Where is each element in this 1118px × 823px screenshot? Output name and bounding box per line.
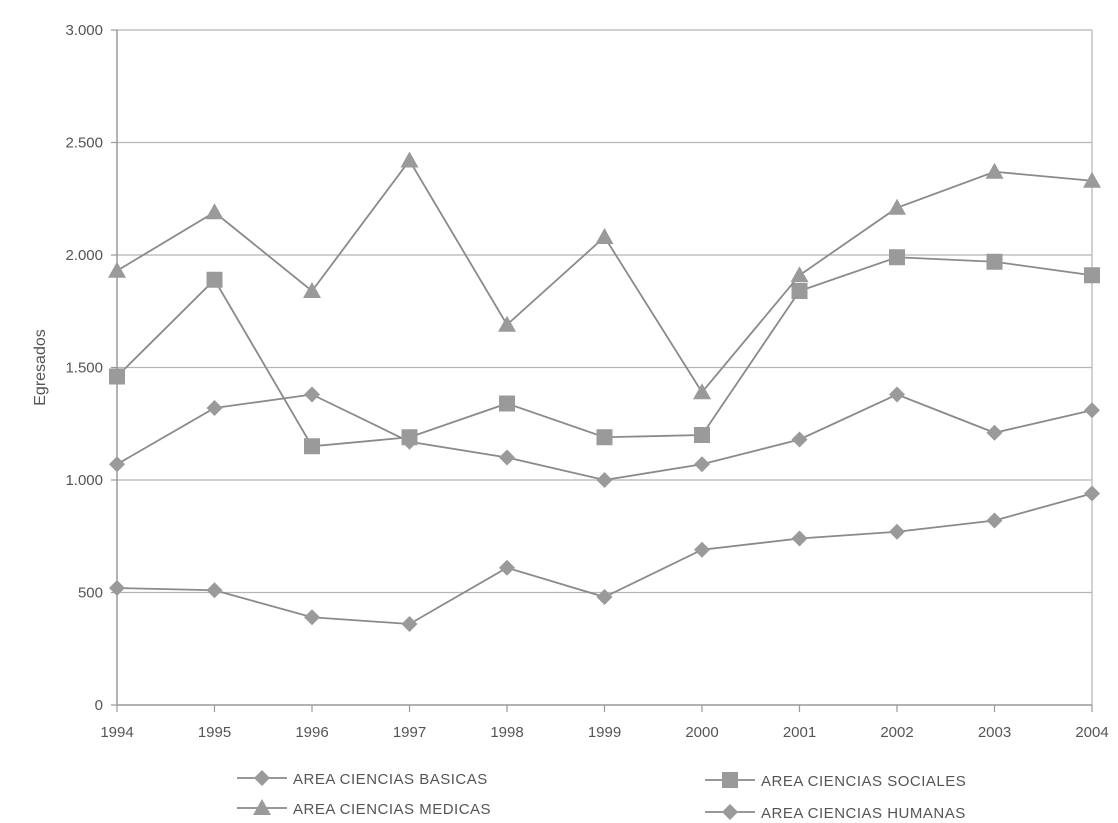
data-point (206, 271, 223, 288)
legend: AREA CIENCIAS BASICAS AREA CIENCIAS SOCIA… (237, 770, 966, 822)
y-tick-label: 2.500 (65, 135, 103, 152)
legend-label: AREA CIENCIAS MEDICAS (293, 801, 491, 818)
legend-label: AREA CIENCIAS HUMANAS (761, 805, 966, 822)
data-point (1084, 485, 1100, 502)
grid-lines (117, 29, 1093, 705)
y-tick-label: 3.000 (65, 22, 103, 39)
data-point (596, 429, 613, 446)
data-point (595, 228, 614, 244)
series-1 (109, 386, 1100, 488)
legend-item: AREA CIENCIAS HUMANAS (705, 804, 966, 822)
data-point (1084, 267, 1100, 284)
legend-marker (722, 772, 738, 788)
data-point (694, 456, 710, 473)
data-point (206, 582, 223, 599)
legend-marker (253, 799, 271, 815)
data-point (108, 261, 126, 278)
data-point (693, 383, 711, 400)
x-tick-label: 2000 (685, 724, 718, 741)
legend-marker (254, 770, 270, 786)
data-point (401, 429, 418, 446)
data-point (986, 424, 1003, 441)
axes: 0 500 1.000 1.500 2.000 2.500 3.000 1994 1995 199… (32, 22, 1109, 741)
data-point (985, 162, 1004, 179)
y-axis-title: Egresados (32, 329, 49, 406)
data-point (206, 400, 223, 416)
data-point (694, 541, 710, 558)
x-tick-label: 2002 (880, 724, 913, 741)
series-2 (109, 249, 1100, 455)
data-point (400, 151, 419, 168)
x-tick-label: 2003 (978, 724, 1011, 741)
data-point (498, 315, 516, 332)
data-point (401, 616, 418, 632)
data-point (694, 427, 710, 443)
data-point (986, 253, 1003, 270)
legend-item: AREA CIENCIAS MEDICAS (237, 799, 491, 818)
data-point (303, 282, 321, 298)
data-point (791, 530, 808, 547)
data-point (109, 580, 125, 596)
legend-label: AREA CIENCIAS BASICAS (293, 771, 488, 788)
y-tick-label: 1.500 (65, 360, 103, 377)
data-point (304, 386, 320, 403)
data-point (889, 249, 905, 266)
series-4 (109, 485, 1100, 632)
data-point (791, 431, 808, 448)
data-point (109, 456, 125, 473)
legend-label: AREA CIENCIAS SOCIALES (761, 773, 966, 790)
data-point (499, 395, 515, 412)
data-point (109, 368, 125, 385)
series-layer (108, 151, 1101, 632)
x-tick-label: 2004 (1075, 724, 1108, 741)
data-point (889, 523, 905, 540)
data-point (889, 386, 905, 403)
data-point (596, 472, 613, 488)
y-tick-label: 0 (95, 697, 103, 714)
data-point (1084, 402, 1100, 419)
x-tick-label: 1997 (393, 724, 426, 741)
legend-marker (722, 804, 738, 820)
data-point (304, 609, 320, 626)
data-point (1083, 171, 1101, 188)
data-point (596, 589, 613, 605)
series-3 (108, 151, 1101, 400)
y-tick-label: 1.000 (65, 472, 103, 489)
legend-item: AREA CIENCIAS SOCIALES (705, 772, 966, 790)
y-tick-label: 2.000 (65, 247, 103, 264)
x-tick-label: 1998 (490, 724, 523, 741)
legend-item: AREA CIENCIAS BASICAS (237, 770, 488, 788)
x-tick-label: 1999 (588, 724, 621, 741)
data-point (304, 438, 320, 455)
data-point (499, 559, 515, 576)
data-point (791, 283, 808, 299)
data-point (790, 266, 809, 283)
data-point (986, 512, 1003, 529)
y-tick-label: 500 (78, 585, 103, 602)
x-tick-label: 1995 (198, 724, 231, 741)
x-tick-label: 1996 (295, 724, 328, 741)
x-tick-label: 1994 (100, 724, 133, 741)
data-point (888, 198, 906, 215)
data-point (499, 449, 515, 466)
x-tick-label: 2001 (783, 724, 816, 741)
data-point (205, 203, 224, 220)
